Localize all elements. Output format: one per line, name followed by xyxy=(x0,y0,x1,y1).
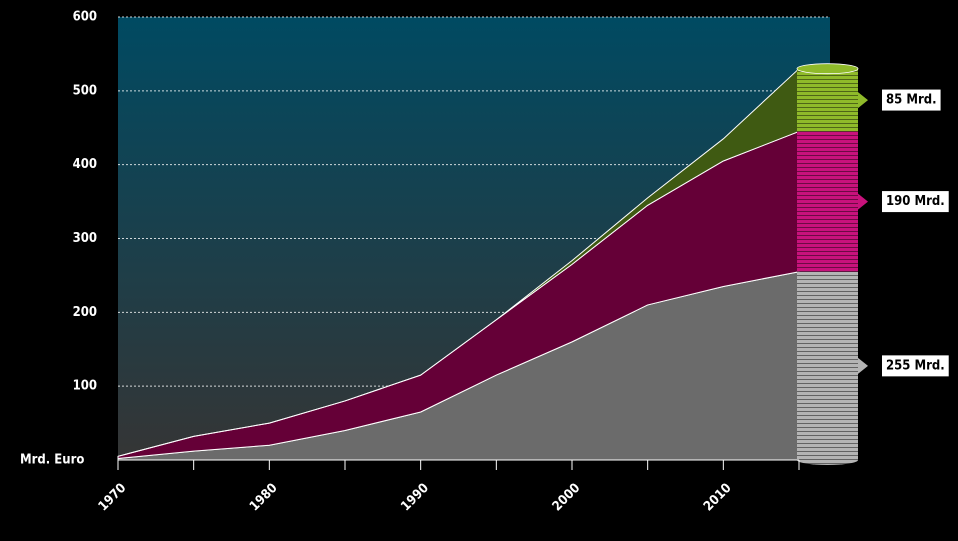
label-box xyxy=(882,355,949,377)
x-tick-label: 2000 xyxy=(550,481,584,515)
x-tick-label: 2010 xyxy=(701,481,735,515)
pointer xyxy=(858,92,868,109)
pointer xyxy=(858,193,868,210)
y-tick-label: 600 xyxy=(73,10,97,25)
cylinder-segment xyxy=(797,131,858,272)
y-axis-label: Mrd. Euro xyxy=(20,453,84,468)
cylinder-top xyxy=(796,63,859,75)
x-tick-label: 1980 xyxy=(247,481,281,515)
cylinder-base xyxy=(797,455,858,465)
value-label: 85 Mrd. xyxy=(886,93,937,108)
cylinder-segment xyxy=(797,271,858,460)
value-label: 190 Mrd. xyxy=(886,194,945,209)
y-tick-label: 500 xyxy=(73,83,97,98)
y-tick-label: 300 xyxy=(73,231,97,246)
y-tick-label: 400 xyxy=(73,157,97,172)
x-tick-label: 1990 xyxy=(398,481,432,515)
cylinder-segment xyxy=(797,68,858,132)
y-tick-label: 100 xyxy=(73,379,97,394)
value-label: 255 Mrd. xyxy=(886,358,945,373)
x-tick-label: 1970 xyxy=(96,481,130,515)
label-box xyxy=(882,191,949,213)
pointer xyxy=(858,357,868,374)
label-box xyxy=(882,89,941,111)
y-tick-label: 200 xyxy=(73,305,97,320)
